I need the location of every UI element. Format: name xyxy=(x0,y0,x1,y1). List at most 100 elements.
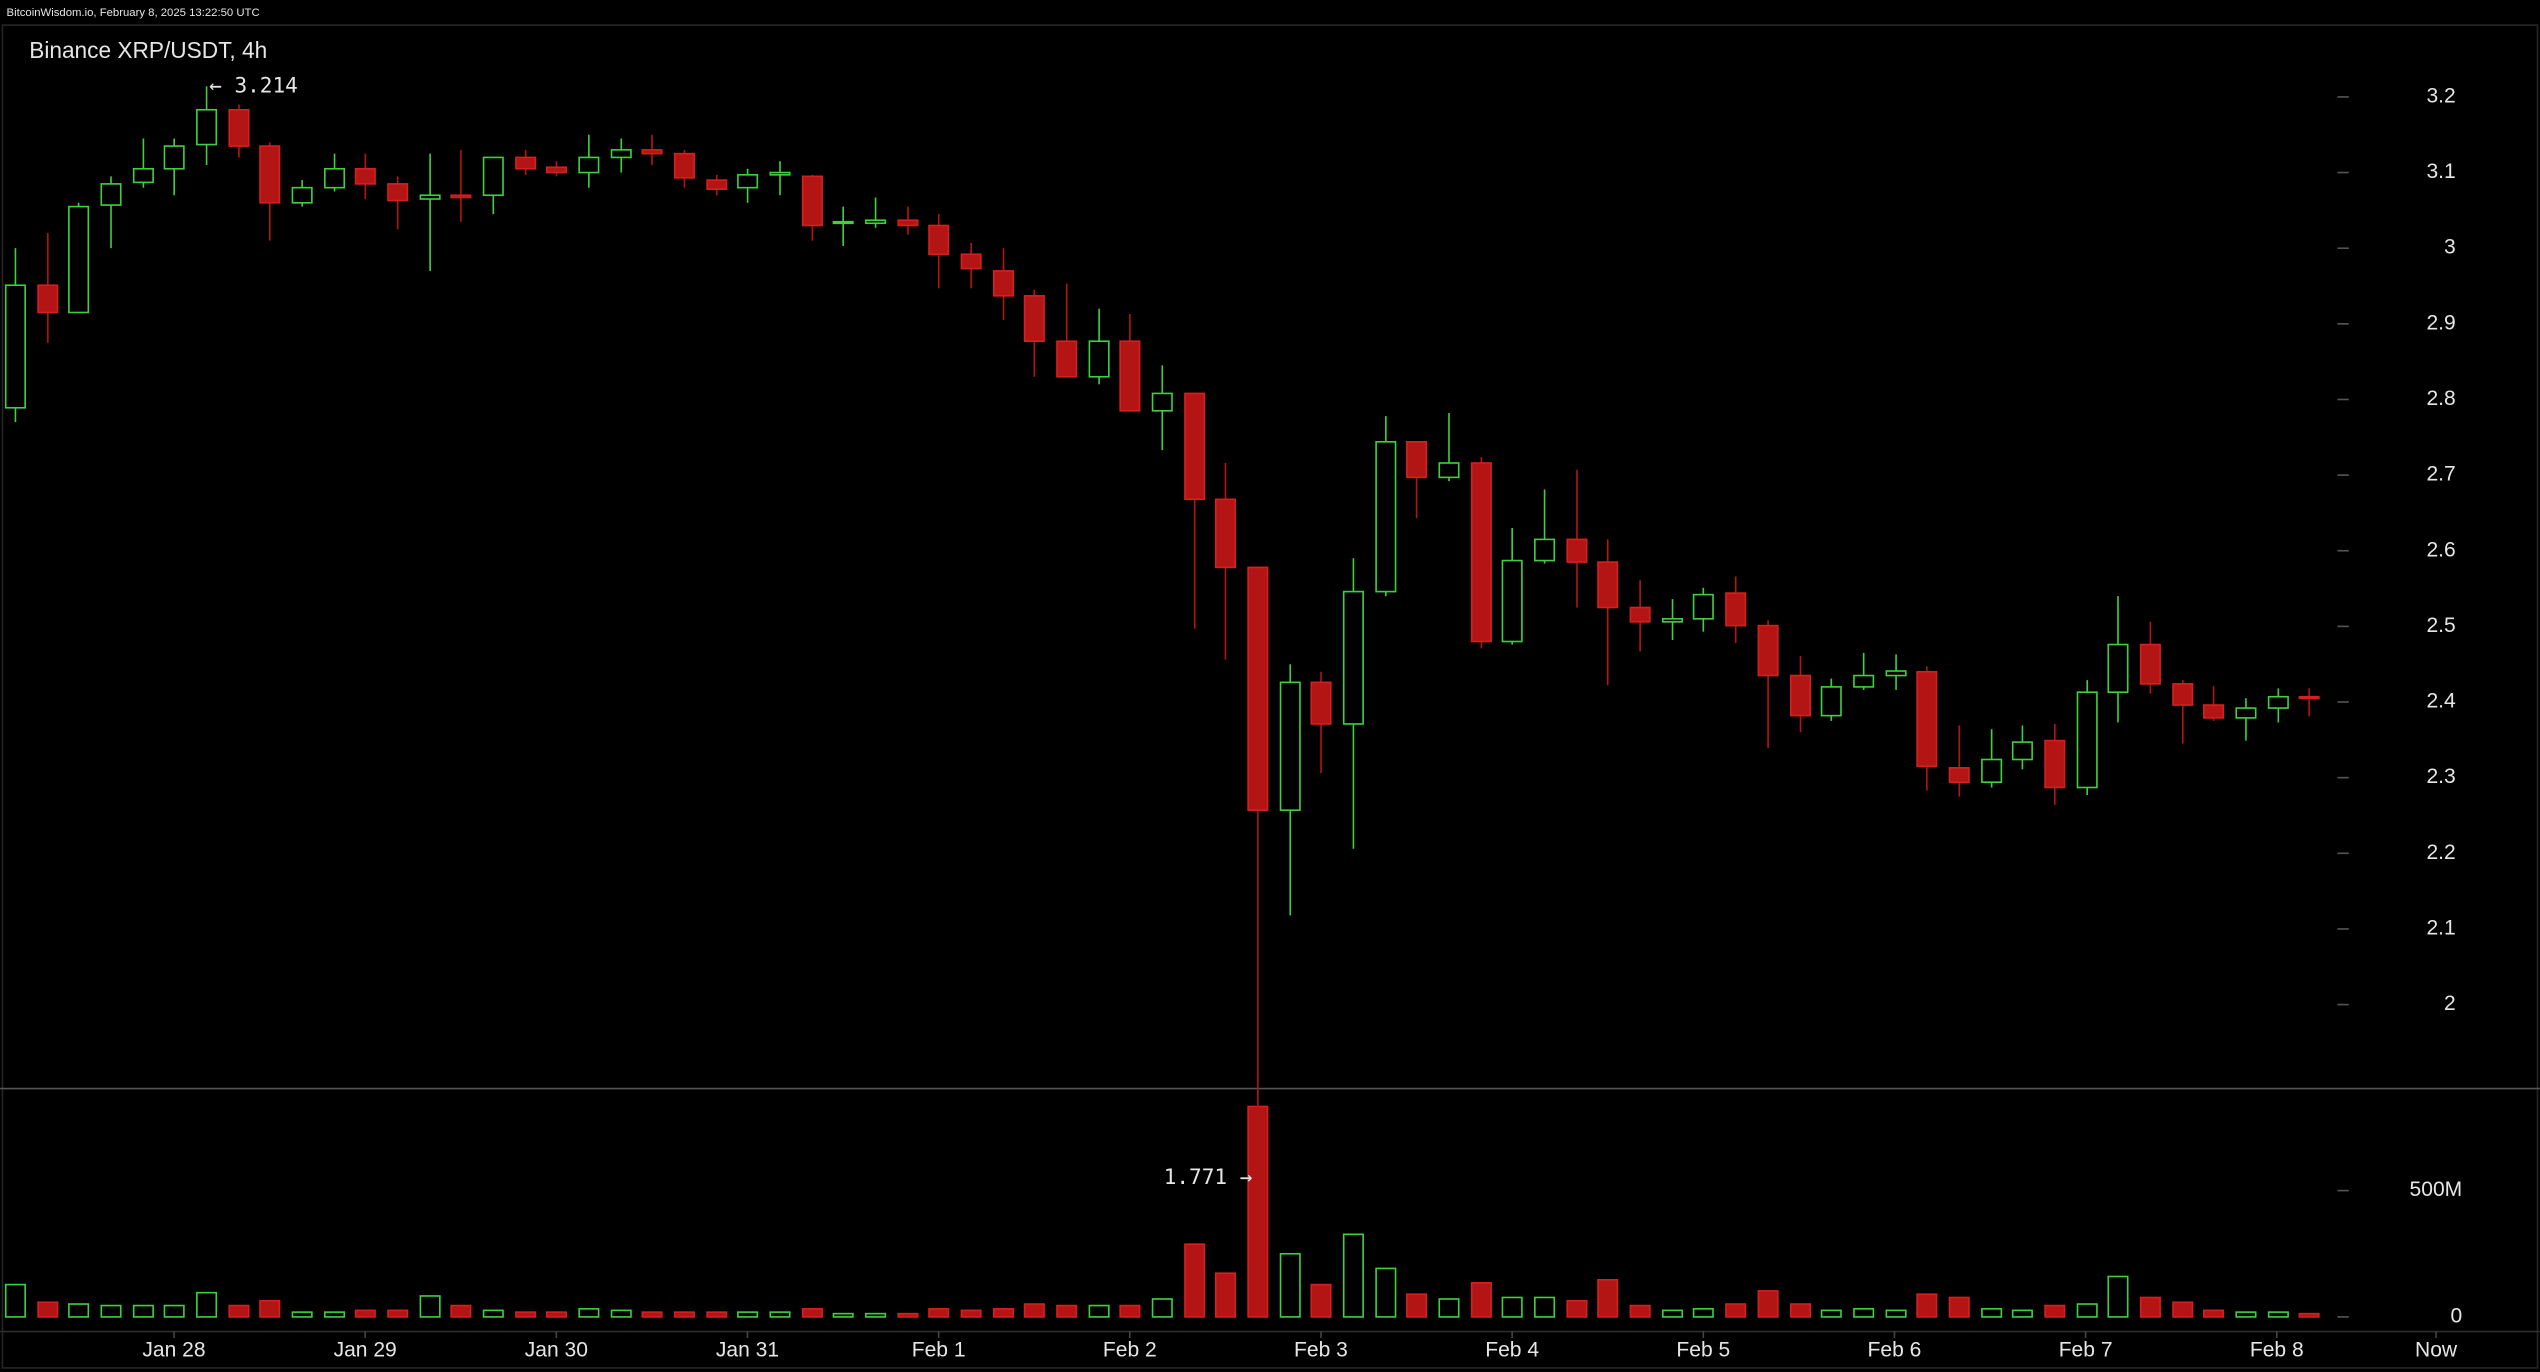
volume-bar xyxy=(1184,1243,1206,1318)
volume-bar xyxy=(1820,1309,1842,1318)
volume-layer xyxy=(4,1105,2320,1318)
volume-bar xyxy=(419,1295,441,1318)
volume-bar xyxy=(2267,1311,2289,1318)
volume-bar xyxy=(641,1311,663,1318)
volume-bar xyxy=(928,1308,950,1318)
y-tick-label: 3.2 xyxy=(2426,84,2455,107)
volume-bar xyxy=(2235,1311,2257,1318)
x-tick-label: Jan 30 xyxy=(525,1339,588,1362)
volume-bar xyxy=(960,1309,982,1318)
volume-bar xyxy=(2107,1275,2129,1318)
candle-body xyxy=(578,156,600,174)
volume-bar xyxy=(610,1309,632,1318)
x-tick-label: Feb 3 xyxy=(1294,1339,1348,1362)
volume-bar xyxy=(259,1299,281,1318)
y-tick-label: 3 xyxy=(2444,236,2456,259)
candle-body xyxy=(1853,674,1875,688)
candle-body xyxy=(228,108,250,147)
candle-body xyxy=(291,186,313,204)
volume-bar xyxy=(1023,1303,1045,1318)
candle-body xyxy=(196,108,218,146)
candle-body xyxy=(37,284,59,314)
candle-body xyxy=(1056,340,1078,378)
high-annotation: ← 3.214 xyxy=(209,72,298,97)
x-tick-label: Jan 31 xyxy=(716,1339,779,1362)
volume-bar xyxy=(737,1311,759,1318)
y-tick-label: 2.8 xyxy=(2426,387,2455,410)
volume-bar xyxy=(1597,1278,1619,1318)
header: BitcoinWisdom.io, February 8, 2025 13:22… xyxy=(7,7,260,19)
candle-body xyxy=(1725,592,1747,627)
volume-bar xyxy=(1406,1293,1428,1318)
volume-bar xyxy=(1470,1282,1492,1318)
volume-bar xyxy=(1692,1308,1714,1318)
candle-body xyxy=(832,220,854,225)
candle-body xyxy=(2044,739,2066,789)
candle-body xyxy=(1820,686,1842,717)
axis-layer: 2 2.1 2.2 2.3 2.4 2.5 2.6 2.7 2.8 2.9 3 3.1 3.2 0 500M… xyxy=(142,72,2462,1361)
candle-body xyxy=(769,171,791,176)
candle-body xyxy=(515,156,537,170)
candle-body xyxy=(2203,704,2225,719)
candle-body xyxy=(68,205,90,314)
volume-bar xyxy=(482,1309,504,1318)
candle-body xyxy=(2235,707,2257,719)
volume-bar xyxy=(897,1312,919,1318)
candle-body xyxy=(259,145,281,204)
candle-body xyxy=(801,175,823,227)
volume-bar xyxy=(578,1308,600,1318)
y-tick-label: 2.6 xyxy=(2426,538,2455,561)
volume-bar xyxy=(228,1304,250,1318)
candle-body xyxy=(928,224,950,256)
volume-bar xyxy=(1342,1233,1364,1318)
volume-bar xyxy=(291,1311,313,1318)
candle-body xyxy=(1310,681,1332,725)
candle-body xyxy=(1342,590,1364,725)
candle-body xyxy=(960,253,982,270)
candle-body xyxy=(737,174,759,189)
candle-body xyxy=(1438,462,1460,479)
candle-layer xyxy=(4,86,2320,1178)
candle-body xyxy=(1023,295,1045,343)
volume-bar xyxy=(1916,1293,1938,1318)
candle-body xyxy=(1789,674,1812,717)
volume-bar xyxy=(387,1309,409,1318)
volume-bar xyxy=(1757,1290,1779,1318)
candle-body xyxy=(865,219,887,225)
candle-body xyxy=(610,149,632,159)
volume-bar xyxy=(1279,1252,1301,1318)
volume-bar xyxy=(1853,1308,1875,1318)
volume-bar xyxy=(545,1311,567,1318)
volume-tick-label: 500M xyxy=(2410,1178,2463,1201)
candle-body xyxy=(1757,624,1779,677)
volume-bar xyxy=(1214,1272,1236,1318)
candle-body xyxy=(1597,561,1619,609)
x-tick-label: Feb 7 xyxy=(2059,1339,2113,1362)
candle-body xyxy=(897,219,919,227)
x-tick-label: Feb 1 xyxy=(912,1339,966,1362)
candle-body xyxy=(641,149,663,155)
candle-body xyxy=(545,166,567,174)
volume-bar xyxy=(324,1311,346,1318)
x-tick-label: Feb 4 xyxy=(1485,1339,1539,1362)
candle-body xyxy=(1470,462,1492,643)
candle-body xyxy=(1566,538,1588,563)
volume-bar xyxy=(769,1311,791,1318)
volume-bar xyxy=(100,1304,122,1318)
candle-body xyxy=(1214,498,1236,569)
volume-tick-label: 0 xyxy=(2450,1304,2462,1327)
candle-body xyxy=(1088,340,1110,378)
volume-bar xyxy=(2203,1309,2225,1318)
volume-bar xyxy=(706,1311,728,1318)
volume-bar xyxy=(2139,1296,2161,1318)
volume-bar xyxy=(2172,1301,2194,1318)
candle-body xyxy=(354,167,376,185)
volume-bar xyxy=(2011,1309,2033,1318)
volume-bar xyxy=(196,1291,218,1318)
y-tick-label: 2.2 xyxy=(2426,841,2455,864)
volume-bar xyxy=(132,1304,154,1318)
volume-bar xyxy=(1948,1296,1970,1318)
volume-bar xyxy=(1629,1304,1651,1318)
